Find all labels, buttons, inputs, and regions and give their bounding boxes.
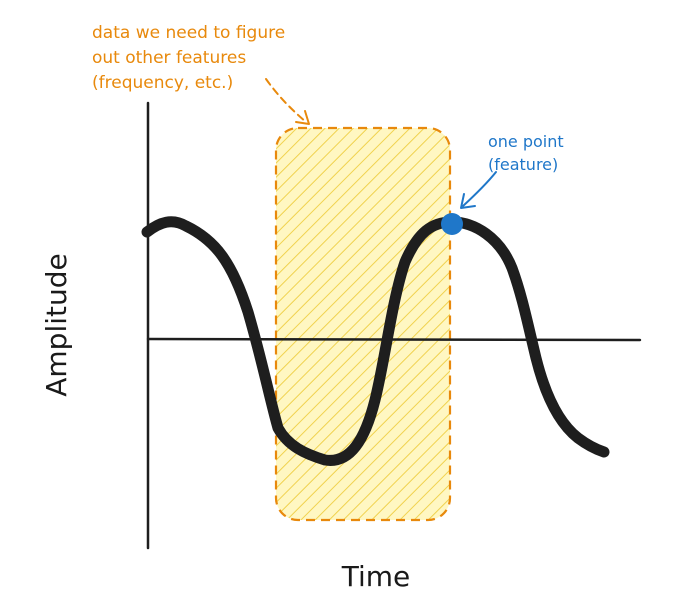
window-note: data we need to figure out other feature… bbox=[92, 23, 291, 93]
feature-point bbox=[441, 213, 463, 235]
point-note: one point (feature) bbox=[488, 132, 569, 174]
x-axis-label: Time bbox=[341, 560, 411, 593]
y-axis-label: Amplitude bbox=[40, 253, 73, 397]
signal-waveform bbox=[141, 216, 610, 466]
window-note-arrowhead bbox=[295, 110, 310, 125]
sampling-window bbox=[274, 126, 452, 522]
window-note-arrow bbox=[265, 78, 307, 123]
x-axis-line bbox=[146, 337, 642, 342]
point-note-arrow bbox=[462, 171, 497, 207]
point-note-arrowhead bbox=[460, 193, 476, 209]
